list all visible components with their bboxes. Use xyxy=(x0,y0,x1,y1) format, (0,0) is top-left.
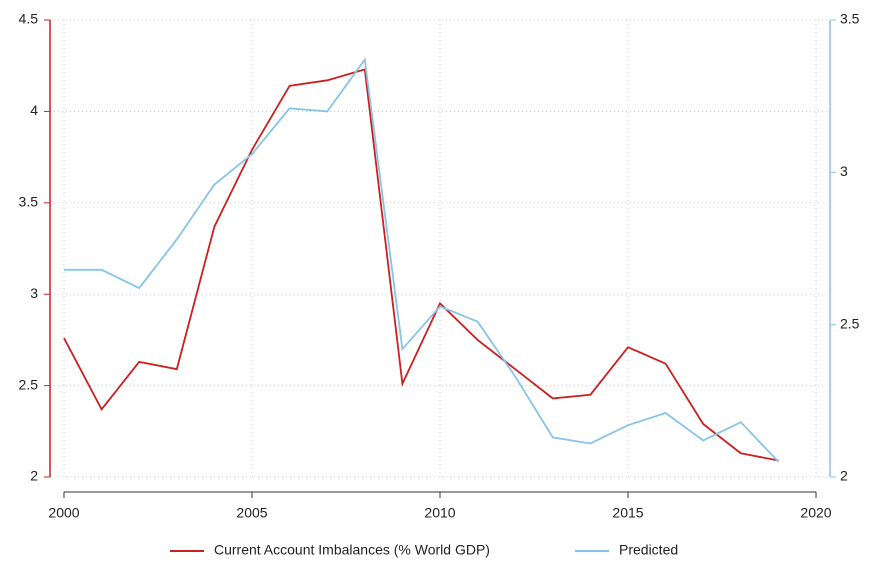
y-tick-label: 4.5 xyxy=(19,11,39,27)
y-tick-label: 3.5 xyxy=(19,194,39,210)
x-tick-label: 2020 xyxy=(800,505,831,521)
y2-tick-label: 3 xyxy=(840,163,848,179)
y2-tick-label: 3.5 xyxy=(840,11,860,27)
y-tick-label: 4 xyxy=(30,102,38,118)
x-tick-label: 2015 xyxy=(612,505,643,521)
x-tick-label: 2005 xyxy=(236,505,267,521)
series-line xyxy=(64,57,780,463)
y2-tick-label: 2.5 xyxy=(840,315,860,331)
y2-tick-label: 2 xyxy=(840,468,848,484)
y-tick-label: 3 xyxy=(30,285,38,301)
y-tick-label: 2.5 xyxy=(19,376,39,392)
x-tick-label: 2010 xyxy=(424,505,455,521)
series-line xyxy=(63,68,779,462)
x-tick-label: 2000 xyxy=(48,505,79,521)
legend-label: Predicted xyxy=(619,542,678,558)
y-tick-label: 2 xyxy=(30,468,38,484)
legend-label: Current Account Imbalances (% World GDP) xyxy=(214,542,490,558)
